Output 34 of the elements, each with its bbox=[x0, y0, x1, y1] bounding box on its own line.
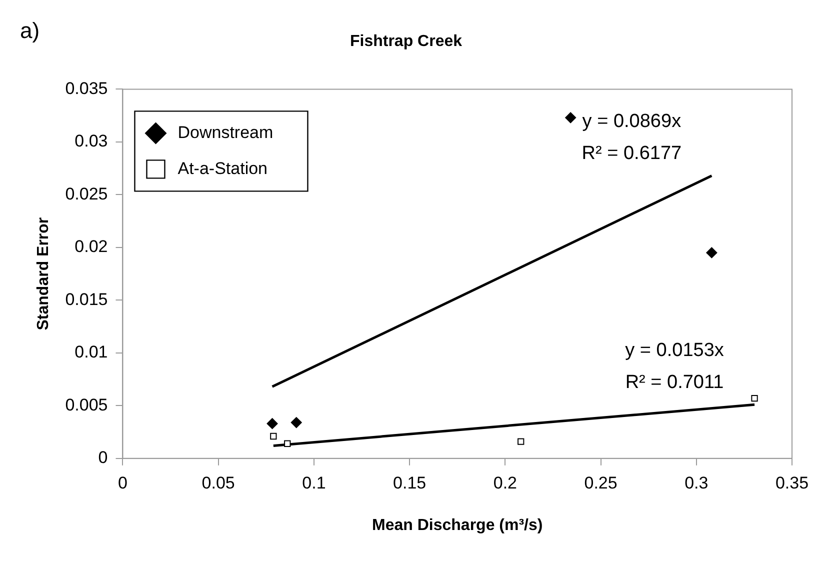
annotation: R² = 0.6177 bbox=[582, 142, 682, 164]
y-tick-label: 0.025 bbox=[65, 184, 108, 204]
legend-label: Downstream bbox=[178, 122, 274, 142]
point bbox=[284, 440, 291, 447]
x-tick-label: 0 bbox=[118, 473, 128, 492]
y-tick-label: 0.005 bbox=[65, 395, 108, 414]
y-tick-label: 0 bbox=[98, 448, 108, 468]
y-tick-label: 0.015 bbox=[65, 290, 108, 309]
y-axis-title: Standard Error bbox=[35, 217, 52, 330]
y-tick-label: 0.03 bbox=[74, 132, 108, 151]
x-axis-title: Mean Discharge (m³/s) bbox=[372, 516, 543, 534]
annotation: y = 0.0869x bbox=[582, 110, 682, 132]
annotation: R² = 0.7011 bbox=[625, 372, 724, 393]
x-tick-label: 0.05 bbox=[202, 473, 235, 492]
y-tick-label: 0.01 bbox=[74, 342, 108, 362]
x-tick-label: 0.1 bbox=[302, 473, 326, 492]
x-tick-label: 0.2 bbox=[493, 473, 517, 492]
point bbox=[706, 247, 718, 258]
chart-title: Fishtrap Creek bbox=[350, 33, 462, 50]
point bbox=[290, 417, 302, 428]
x-tick-label: 0.25 bbox=[584, 473, 618, 492]
annotation: y = 0.0153x bbox=[625, 340, 724, 361]
point bbox=[565, 112, 576, 124]
x-tick-label: 0.35 bbox=[775, 473, 809, 492]
legend-label: At-a-Station bbox=[178, 158, 268, 178]
text: a) bbox=[20, 18, 40, 44]
y-tick-label: 0.035 bbox=[65, 78, 108, 98]
x-tick-label: 0.3 bbox=[684, 473, 708, 492]
point bbox=[518, 438, 524, 445]
point bbox=[270, 432, 277, 440]
y-tick-label: 0.02 bbox=[74, 237, 108, 256]
x-tick-label: 0.15 bbox=[393, 473, 426, 492]
point bbox=[751, 394, 758, 402]
point bbox=[266, 418, 278, 430]
